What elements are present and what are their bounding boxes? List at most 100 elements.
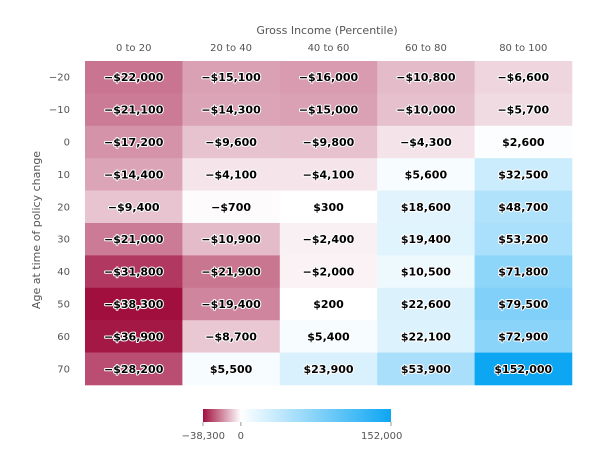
cell-value-label: $22,100 bbox=[401, 330, 451, 343]
cell-value-label: $5,600 bbox=[405, 168, 448, 181]
cell-value-label: −$4,100 bbox=[303, 168, 355, 181]
cell-value-label: −$8,700 bbox=[205, 330, 257, 343]
heatmap-cell bbox=[377, 352, 475, 386]
cell-value-label: $53,200 bbox=[498, 233, 548, 246]
heatmap-cell bbox=[474, 158, 573, 191]
cell-value-label: $72,900 bbox=[498, 330, 548, 343]
heatmap-cell bbox=[85, 320, 183, 353]
cell-value-label: −$9,400 bbox=[108, 201, 160, 214]
y-tick-labels: −20 −10 0 10 20 30 40 50 60 70 bbox=[49, 73, 70, 376]
heatmap-cell bbox=[182, 255, 281, 289]
heatmap-cell bbox=[474, 255, 573, 289]
color-legend: −38,300 0 152,000 bbox=[182, 409, 402, 442]
cell-value-label: −$2,400 bbox=[303, 233, 355, 246]
heatmap-cell bbox=[85, 61, 183, 94]
cell-value-label: −$28,200 bbox=[104, 363, 164, 376]
cell-value-label: $10,500 bbox=[401, 266, 451, 279]
cell-value-label: −$36,900 bbox=[104, 330, 164, 343]
x-axis-title: Gross Income (Percentile) bbox=[256, 24, 397, 37]
cell-value-label: $152,000 bbox=[494, 363, 552, 376]
heatmap-cell bbox=[279, 287, 378, 321]
heatmap-cell bbox=[377, 223, 475, 256]
y-tick-label: −20 bbox=[49, 73, 70, 84]
cell-value-label: −$10,900 bbox=[201, 233, 261, 246]
heatmap-cell bbox=[474, 287, 573, 321]
cell-value-label: $79,500 bbox=[498, 298, 548, 311]
x-tick-label: 20 to 40 bbox=[210, 43, 252, 54]
heatmap-cell bbox=[474, 61, 573, 94]
cell-value-label: −$16,000 bbox=[299, 71, 359, 84]
heatmap-cell bbox=[85, 352, 183, 386]
heatmap-cell bbox=[182, 352, 281, 386]
y-tick-label: 60 bbox=[57, 332, 70, 343]
cell-value-label: $48,700 bbox=[498, 201, 548, 214]
heatmap-cell bbox=[85, 190, 183, 224]
heatmap-cell bbox=[279, 223, 378, 256]
heatmap-cell bbox=[279, 61, 378, 94]
heatmap-cell bbox=[182, 93, 281, 127]
heatmap-cell bbox=[377, 125, 475, 159]
x-tick-label: 0 to 20 bbox=[116, 43, 151, 54]
heatmap-cell bbox=[474, 93, 573, 127]
cell-value-label: −$10,800 bbox=[396, 71, 456, 84]
heatmap-cell bbox=[377, 255, 475, 289]
heatmap-cell bbox=[182, 320, 281, 353]
cell-value-label: −$2,000 bbox=[303, 266, 355, 279]
heatmap-cell bbox=[279, 190, 378, 224]
cell-value-label: −$700 bbox=[211, 201, 251, 214]
y-tick-label: 20 bbox=[57, 202, 70, 213]
heatmap-cell bbox=[377, 320, 475, 353]
color-legend-tick-label: −38,300 bbox=[182, 431, 225, 442]
y-tick-label: 10 bbox=[57, 170, 70, 181]
heatmap-cell bbox=[279, 255, 378, 289]
cell-value-label: $53,900 bbox=[401, 363, 451, 376]
cell-value-label: $71,800 bbox=[498, 266, 548, 279]
heatmap-cell bbox=[474, 223, 573, 256]
y-tick-label: 0 bbox=[64, 138, 70, 149]
y-axis-title: Age at time of policy change bbox=[30, 151, 43, 309]
heatmap-cell bbox=[182, 190, 281, 224]
cell-value-label: −$19,400 bbox=[201, 298, 261, 311]
cell-value-label: −$21,000 bbox=[104, 233, 164, 246]
color-legend-bar bbox=[203, 409, 391, 422]
heatmap-cells bbox=[85, 61, 573, 386]
heatmap-cell bbox=[182, 287, 281, 321]
heatmap-cell bbox=[474, 190, 573, 224]
heatmap-cell bbox=[474, 125, 573, 159]
heatmap-cell bbox=[279, 125, 378, 159]
cell-value-label: −$15,000 bbox=[299, 104, 359, 117]
heatmap-cell bbox=[182, 61, 281, 94]
cell-value-label: $23,900 bbox=[303, 363, 353, 376]
y-tick-label: 40 bbox=[57, 267, 70, 278]
cell-value-label: −$4,100 bbox=[205, 168, 257, 181]
cell-value-label: −$17,200 bbox=[104, 136, 164, 149]
cell-value-label: $19,400 bbox=[401, 233, 451, 246]
x-tick-label: 80 to 100 bbox=[499, 43, 547, 54]
cell-value-label: −$14,400 bbox=[104, 168, 164, 181]
heatmap-cell bbox=[85, 125, 183, 159]
heatmap-cell-labels: −$22,000 −$15,100 −$16,000 −$10,800 −$6,600 −… bbox=[103, 70, 553, 377]
heatmap-cell bbox=[377, 287, 475, 321]
cell-value-label: −$4,300 bbox=[400, 136, 452, 149]
heatmap-cell bbox=[377, 158, 475, 191]
heatmap-cell bbox=[182, 158, 281, 191]
color-legend-tick-label: 152,000 bbox=[361, 431, 402, 442]
cell-value-label: −$5,700 bbox=[497, 104, 549, 117]
x-tick-label: 60 to 80 bbox=[405, 43, 447, 54]
y-tick-label: 50 bbox=[57, 300, 70, 311]
heatmap-cell bbox=[279, 352, 378, 386]
cell-value-label: −$9,600 bbox=[205, 136, 257, 149]
color-legend-tick-labels: −38,300 0 152,000 bbox=[182, 422, 402, 442]
y-tick-label: −10 bbox=[49, 105, 70, 116]
cell-value-label: $22,600 bbox=[401, 298, 451, 311]
cell-value-label: $32,500 bbox=[498, 168, 548, 181]
heatmap-cell bbox=[377, 93, 475, 127]
heatmap-cell bbox=[377, 61, 475, 94]
heatmap-cell bbox=[279, 158, 378, 191]
cell-value-label: $300 bbox=[313, 201, 344, 214]
cell-value-label: −$22,000 bbox=[104, 71, 164, 84]
y-tick-label: 30 bbox=[57, 235, 70, 246]
cell-value-label: $2,600 bbox=[502, 136, 545, 149]
cell-value-label: $200 bbox=[313, 298, 344, 311]
